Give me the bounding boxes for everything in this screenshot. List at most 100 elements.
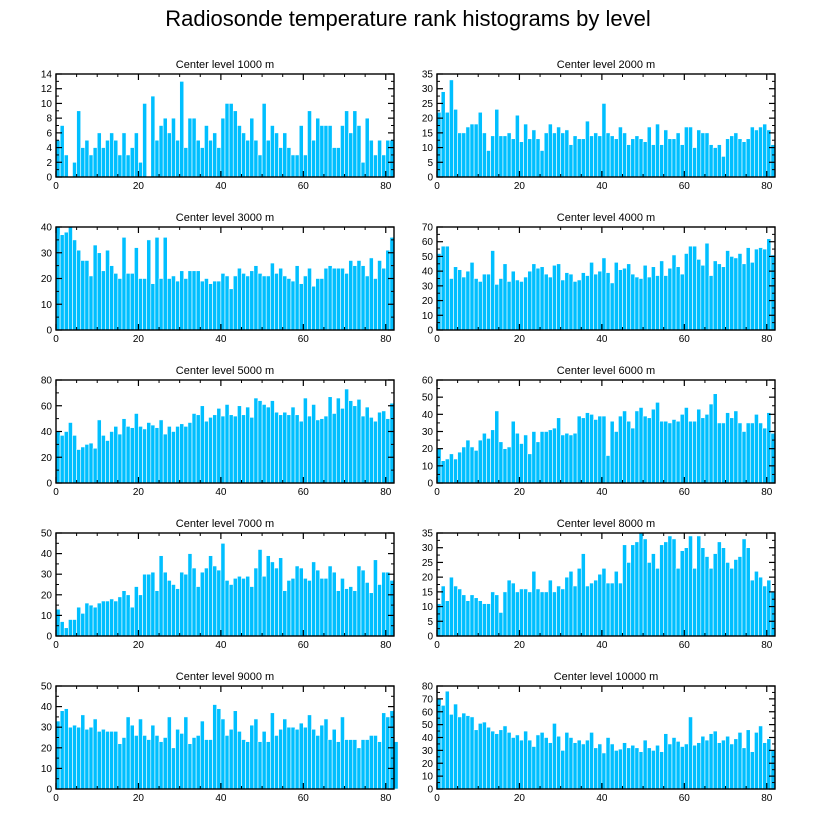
histogram-bar — [568, 144, 574, 178]
histogram-bar — [634, 541, 640, 637]
histogram-bar — [335, 590, 341, 637]
histogram-bar — [754, 570, 759, 637]
histogram-bar — [368, 139, 374, 178]
histogram-bar — [171, 584, 176, 637]
histogram-bar — [737, 556, 743, 637]
histogram-bar — [187, 117, 193, 178]
histogram-bar — [134, 735, 139, 790]
histogram-bar — [490, 730, 496, 790]
histogram-bar — [729, 256, 735, 331]
histogram-bar — [453, 109, 458, 178]
x-tick-label: 0 — [53, 334, 59, 345]
histogram-bar — [469, 262, 475, 331]
histogram-bar — [92, 244, 98, 331]
y-tick-label: 60 — [422, 376, 434, 387]
x-tick-label: 80 — [761, 334, 773, 345]
x-tick-label: 80 — [380, 334, 392, 345]
histogram-bar — [307, 110, 312, 178]
histogram-bar — [465, 600, 471, 637]
y-tick-label: 20 — [422, 759, 434, 770]
histogram-bar — [274, 567, 279, 637]
histogram-bar — [741, 538, 747, 637]
histogram-bar — [162, 117, 168, 178]
histogram-bar — [171, 117, 176, 178]
histogram-bar — [340, 125, 345, 178]
histogram-bar — [327, 739, 333, 790]
histogram-bar — [166, 716, 172, 790]
y-tick-label: 80 — [41, 376, 53, 387]
y-tick-label: 20 — [41, 590, 53, 601]
histogram-bar — [84, 444, 90, 484]
histogram-bar — [261, 575, 267, 637]
histogram-bar — [449, 453, 454, 484]
histogram-bar — [290, 726, 296, 790]
y-tick-label: 14 — [41, 70, 53, 81]
histogram-bar — [327, 396, 333, 484]
y-tick-label: 6 — [46, 128, 52, 139]
histogram-bar — [270, 400, 275, 484]
histogram-bar — [59, 435, 65, 484]
subplot-title: Center level 10000 m — [554, 671, 659, 683]
histogram-bar — [754, 129, 759, 178]
y-tick-label: 40 — [422, 410, 434, 421]
y-tick-label: 40 — [422, 733, 434, 744]
histogram-bar — [134, 132, 139, 178]
histogram-bar — [506, 281, 512, 331]
histogram-bar — [72, 619, 77, 637]
x-tick-label: 0 — [53, 793, 59, 804]
histogram-bar — [323, 415, 329, 484]
histogram-bar — [692, 568, 697, 637]
histogram-bar — [622, 267, 627, 331]
histogram-bar — [453, 585, 458, 637]
histogram-bar — [461, 446, 467, 484]
histogram-bar — [749, 579, 755, 637]
histogram-bar — [675, 741, 681, 790]
histogram-bar — [560, 750, 566, 790]
histogram-bar — [171, 431, 176, 484]
histogram-bar — [385, 571, 391, 637]
histogram-bar — [671, 538, 677, 637]
histogram-bar — [642, 264, 648, 331]
histogram-bar — [76, 449, 82, 484]
y-tick-label: 0 — [427, 326, 433, 337]
histogram-bar — [253, 718, 259, 790]
histogram-bar — [377, 139, 382, 178]
histogram-bar — [311, 561, 316, 637]
histogram-bar — [700, 264, 706, 331]
histogram-bar — [377, 741, 382, 790]
histogram-bar — [315, 117, 321, 178]
histogram-bar — [96, 132, 102, 178]
histogram-bar — [274, 273, 279, 331]
y-tick-label: 40 — [41, 223, 53, 234]
histogram-bar — [224, 735, 230, 790]
histogram-bar — [601, 568, 607, 637]
histogram-bar — [745, 138, 751, 178]
histogram-bar — [766, 738, 772, 790]
histogram-bar — [597, 743, 603, 790]
histogram-bar — [486, 438, 491, 484]
histogram-bar — [257, 549, 263, 637]
histogram-bar — [265, 555, 271, 637]
histogram-bar — [560, 132, 566, 178]
histogram-bar — [675, 420, 681, 484]
histogram-bar — [109, 598, 115, 637]
histogram-bar — [282, 590, 288, 637]
histogram-bar — [72, 724, 77, 790]
histogram-bar — [134, 413, 139, 484]
histogram-bar — [477, 111, 483, 178]
x-tick-label: 40 — [596, 487, 608, 498]
histogram-bar — [101, 435, 106, 484]
histogram-bar — [166, 132, 172, 178]
histogram-bar — [113, 600, 119, 637]
histogram-bar — [216, 708, 222, 790]
histogram-bar — [482, 721, 487, 790]
histogram-bar — [249, 724, 255, 790]
histogram-bar — [667, 422, 673, 484]
x-tick-label: 80 — [761, 181, 773, 192]
histogram-bar — [68, 422, 73, 484]
histogram-bar — [523, 434, 528, 484]
histogram-bar — [597, 135, 603, 178]
histogram-bar — [245, 741, 251, 790]
histogram-bar — [745, 422, 751, 484]
histogram-bar — [344, 110, 349, 178]
